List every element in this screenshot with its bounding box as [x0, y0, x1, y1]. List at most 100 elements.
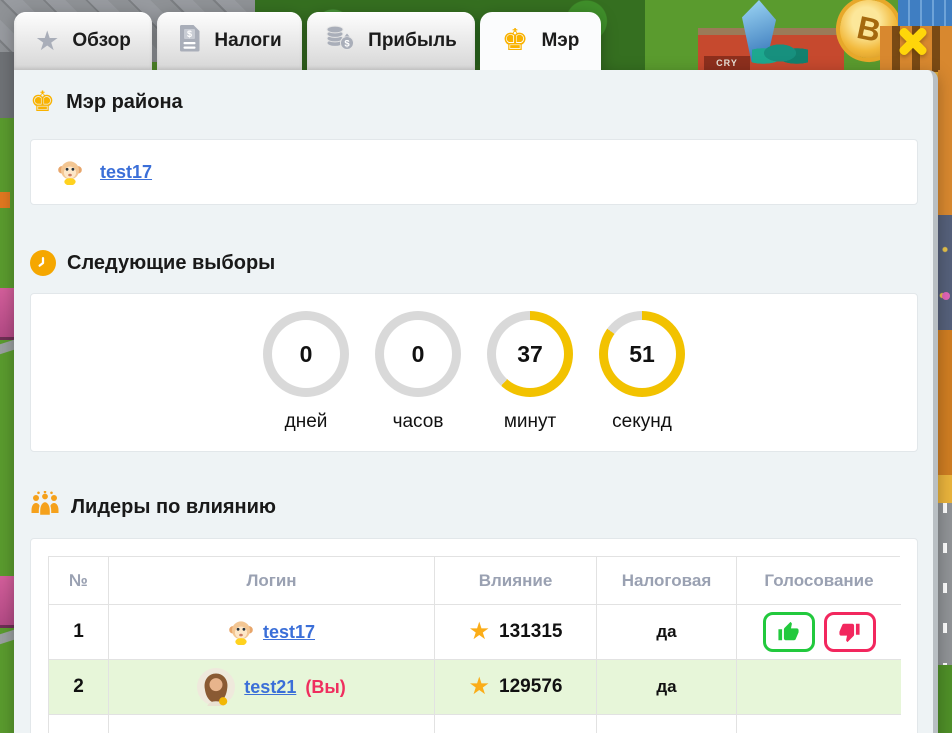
vote-cell — [737, 715, 901, 733]
tab-label: Прибыль — [368, 30, 457, 51]
coins-icon: $ — [325, 25, 355, 57]
star-icon: ★ — [468, 618, 491, 645]
countdown-seconds: 51 секунд — [599, 311, 685, 451]
influence-cell: ★ 129576 — [435, 660, 597, 715]
svg-text:$: $ — [187, 29, 192, 39]
countdown-unit: дней — [284, 411, 328, 432]
section-title: Мэр района — [66, 90, 183, 113]
rank-cell — [49, 715, 109, 733]
countdown-days: 0 дней — [263, 311, 349, 451]
avatar — [197, 668, 236, 706]
countdown-value: 51 — [608, 320, 676, 388]
palm-tree — [752, 38, 808, 68]
building-sign: CRY — [704, 56, 750, 70]
player-link[interactable]: test17 — [262, 621, 316, 642]
bg-right-road — [938, 503, 952, 665]
avatar — [57, 159, 83, 185]
login-cell: test21 (Вы) — [109, 660, 435, 715]
bg-right-grass — [938, 665, 952, 733]
tab-profit[interactable]: $ Прибыль — [307, 12, 475, 70]
countdown-ring: 37 — [487, 311, 573, 397]
header-login: Логин — [109, 557, 435, 605]
countdown-value: 37 — [496, 320, 564, 388]
bg-flower — [942, 292, 950, 300]
countdown-ring: 0 — [375, 311, 461, 397]
tax-cell: да — [597, 605, 737, 660]
countdown-hours: 0 часов — [375, 311, 461, 451]
countdown-value: 0 — [272, 320, 340, 388]
table-header-row: № Логин Влияние Налоговая Голосование — [49, 557, 901, 605]
people-group-icon — [30, 490, 60, 523]
header-tax: Налоговая — [597, 557, 737, 605]
countdown-value: 0 — [384, 320, 452, 388]
crown-icon: ♚ — [30, 86, 56, 117]
svg-text:$: $ — [345, 39, 351, 50]
election-countdown: 0 дней 0 часов 37 минут 51 секунд — [30, 293, 918, 452]
mayor-card: test17 — [30, 139, 918, 205]
tax-cell: да — [597, 660, 737, 715]
crown-icon: ♚ — [501, 24, 529, 57]
rank-cell: 2 — [49, 660, 109, 715]
login-cell: test17 — [109, 605, 435, 660]
bg-left-path — [0, 629, 14, 645]
leaders-table: № Логин Влияние Налоговая Голосование 1 — [48, 556, 901, 733]
influence-value: 131315 — [499, 621, 563, 642]
header-influence: Влияние — [435, 557, 597, 605]
vote-cell — [737, 660, 901, 715]
district-dialog: ★ Обзор $ Налоги — [14, 12, 938, 733]
countdown-ring: 51 — [599, 311, 685, 397]
bg-left-road — [0, 52, 14, 118]
star-icon: ★ — [468, 673, 491, 700]
section-title: Следующие выборы — [67, 251, 276, 274]
table-row: 2 te — [49, 660, 901, 715]
close-icon[interactable] — [894, 23, 932, 59]
rank-cell: 1 — [49, 605, 109, 660]
header-voting: Голосование — [737, 557, 901, 605]
vote-up-button[interactable] — [762, 612, 815, 652]
tab-bar: ★ Обзор $ Налоги — [14, 12, 938, 70]
star-icon: ★ — [35, 25, 60, 56]
countdown-unit: часов — [392, 411, 444, 432]
tab-label: Налоги — [214, 30, 282, 51]
bg-right-building-2 — [938, 330, 952, 475]
tab-label: Обзор — [72, 30, 131, 51]
section-title: Лидеры по влиянию — [71, 495, 277, 518]
bg-left-decoration — [0, 192, 10, 208]
influence-cell: ★ — [435, 715, 597, 733]
clock-icon — [30, 250, 56, 276]
sale-sign — [0, 288, 14, 340]
countdown-unit: секунд — [612, 411, 672, 432]
influence-cell: ★ 131315 — [435, 605, 597, 660]
elections-section-title: Следующие выборы — [30, 250, 918, 276]
countdown-minutes: 37 минут — [487, 311, 573, 451]
countdown-unit: минут — [503, 411, 557, 432]
tab-mayor[interactable]: ♚ Мэр — [480, 12, 601, 70]
influence-value: 129576 — [499, 676, 563, 697]
blue-building — [898, 0, 952, 26]
you-label: (Вы) — [305, 676, 346, 697]
vote-cell — [737, 605, 901, 660]
bg-right-building — [938, 70, 952, 215]
avatar — [228, 619, 254, 645]
tab-taxes[interactable]: $ Налоги — [157, 12, 302, 70]
leaders-section-title: Лидеры по влиянию — [30, 490, 918, 523]
vote-down-button[interactable] — [823, 612, 876, 652]
tax-document-icon: $ — [177, 24, 201, 58]
table-row: ★ — [49, 715, 901, 733]
table-row: 1 te — [49, 605, 901, 660]
tab-label: Мэр — [541, 30, 580, 51]
tab-overview[interactable]: ★ Обзор — [14, 12, 152, 70]
mayor-section-title: ♚ Мэр района — [30, 88, 918, 116]
bg-right-tower — [938, 215, 952, 330]
bg-right-stripe — [938, 475, 952, 503]
header-rank: № — [49, 557, 109, 605]
sale-sign — [0, 576, 14, 628]
mayor-link[interactable]: test17 — [100, 161, 153, 182]
mayor-panel: ♚ Мэр района test17 — [14, 70, 938, 733]
table-rows: 1 te — [49, 605, 901, 733]
tax-cell — [597, 715, 737, 733]
countdown-ring: 0 — [263, 311, 349, 397]
bg-left-path — [0, 339, 14, 355]
player-link[interactable]: test21 — [244, 676, 297, 697]
login-cell — [109, 715, 435, 733]
